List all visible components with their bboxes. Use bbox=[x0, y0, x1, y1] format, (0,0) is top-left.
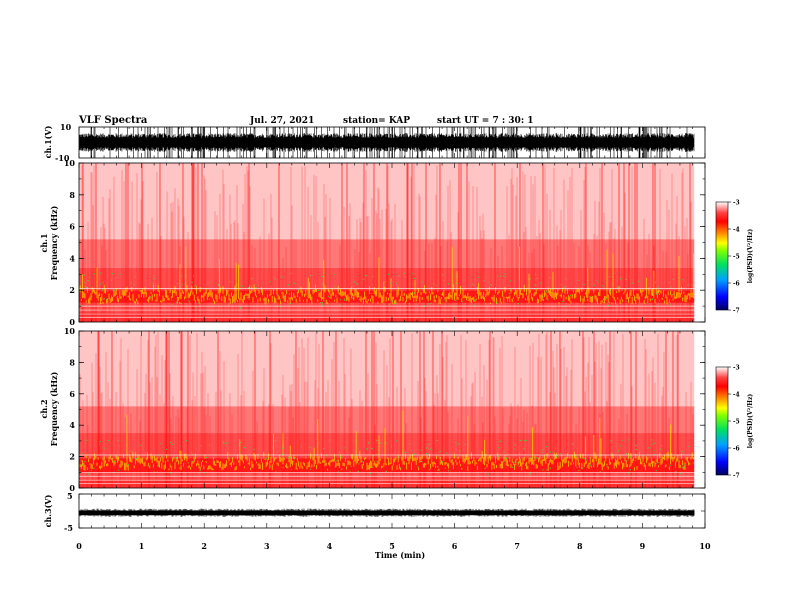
time-tick-label: 2 bbox=[201, 541, 207, 551]
time-tick-label: 5 bbox=[389, 541, 395, 551]
ch2-channel-label: ch.2 bbox=[39, 399, 49, 418]
ch1-spectrogram-yticks: 0 2 4 6 8 10 bbox=[64, 158, 705, 327]
ch1-spectrogram-panel: 0 2 4 6 8 10 ch.1 Frequency (kHz) bbox=[39, 158, 706, 327]
time-axis-label: Time (min) bbox=[375, 550, 425, 560]
ch1-spectrogram-image bbox=[78, 163, 705, 322]
colorbar-tick-label: -7 bbox=[733, 473, 740, 480]
freq-tick-label: 0 bbox=[69, 483, 75, 493]
freq-tick-label: 6 bbox=[69, 389, 75, 399]
time-tick-label: 10 bbox=[699, 541, 711, 551]
colorbar-label: log(PSD)(V²/Hz) bbox=[747, 229, 754, 284]
ch1-frequency-ylabel: Frequency (kHz) bbox=[49, 205, 59, 280]
colorbar-tick-label: -5 bbox=[733, 419, 740, 426]
ch2-spectrogram-yticks: 0 2 4 6 8 10 bbox=[64, 326, 705, 493]
colorbar-tick-label: -4 bbox=[733, 392, 740, 399]
ch1-waveform-ylabel: ch.1(V) bbox=[43, 125, 53, 158]
time-tick-label: 8 bbox=[577, 541, 583, 551]
freq-tick-label: 4 bbox=[69, 420, 75, 430]
freq-tick-label: 6 bbox=[69, 222, 75, 232]
time-tick-label: 0 bbox=[76, 541, 82, 551]
ch3-ytick-5: 5 bbox=[67, 491, 73, 501]
ch1-channel-label: ch.1 bbox=[39, 233, 49, 252]
freq-tick-label: 2 bbox=[69, 285, 75, 295]
date-label: Jul. 27, 2021 bbox=[249, 116, 314, 126]
ch3-ytick-neg5: -5 bbox=[64, 523, 73, 533]
station-label: station= KAP bbox=[343, 116, 410, 126]
colorbar-tick-label: -5 bbox=[733, 254, 740, 261]
ch2-frequency-ylabel: Frequency (kHz) bbox=[49, 371, 59, 446]
ch1-ytick-top: 10 bbox=[60, 122, 72, 132]
freq-tick-label: 4 bbox=[69, 253, 75, 263]
colorbar-tick-label: -3 bbox=[733, 365, 740, 372]
freq-tick-label: 8 bbox=[69, 190, 75, 200]
ch2-colorbar: -3 -4 -5 -6 -7 log(PSD)(V²/Hz) bbox=[715, 365, 754, 480]
freq-tick-label: 10 bbox=[64, 326, 76, 336]
ch3-waveform-ylabel: ch.3(V) bbox=[43, 494, 53, 527]
freq-tick-label: 0 bbox=[69, 317, 75, 327]
colorbar-tick-label: -6 bbox=[733, 446, 740, 453]
freq-tick-label: 2 bbox=[69, 452, 75, 462]
freq-tick-label: 8 bbox=[69, 357, 75, 367]
colorbar-tick-label: -3 bbox=[733, 200, 740, 207]
ch1-ytick-bottom: -10 bbox=[55, 153, 70, 163]
time-tick-label: 4 bbox=[327, 541, 333, 551]
freq-tick-label: 10 bbox=[64, 158, 76, 168]
time-tick-label: 9 bbox=[640, 541, 646, 551]
ch1-colorbar: -3 -4 -5 -6 -7 log(PSD)(V²/Hz) bbox=[715, 200, 754, 315]
colorbar-tick-label: -6 bbox=[733, 281, 740, 288]
ch3-waveform-trace bbox=[78, 493, 705, 529]
ch1-waveform-panel: 10 -10 ch.1(V) bbox=[43, 122, 706, 163]
ch1-waveform-trace bbox=[78, 127, 706, 158]
time-axis-ticks: 0 1 2 3 4 5 6 7 8 9 10 bbox=[76, 153, 711, 551]
time-tick-label: 1 bbox=[139, 541, 145, 551]
figure-title: VLF Spectra bbox=[78, 115, 148, 126]
colorbar-tick-label: -7 bbox=[733, 308, 740, 315]
ch2-spectrogram-image bbox=[78, 331, 705, 488]
start-time-label: start UT = 7 : 30: 1 bbox=[437, 116, 534, 126]
time-tick-label: 3 bbox=[264, 541, 270, 551]
colorbar-tick-label: -4 bbox=[733, 227, 740, 234]
ch2-spectrogram-panel: 0 2 4 6 8 10 ch.2 Frequency (kHz) bbox=[39, 326, 706, 493]
time-tick-label: 7 bbox=[514, 541, 520, 551]
ch3-waveform-panel: 5 -5 ch.3(V) bbox=[43, 491, 706, 533]
time-tick-label: 6 bbox=[452, 541, 458, 551]
colorbar-label: log(PSD)(V²/Hz) bbox=[747, 394, 754, 449]
